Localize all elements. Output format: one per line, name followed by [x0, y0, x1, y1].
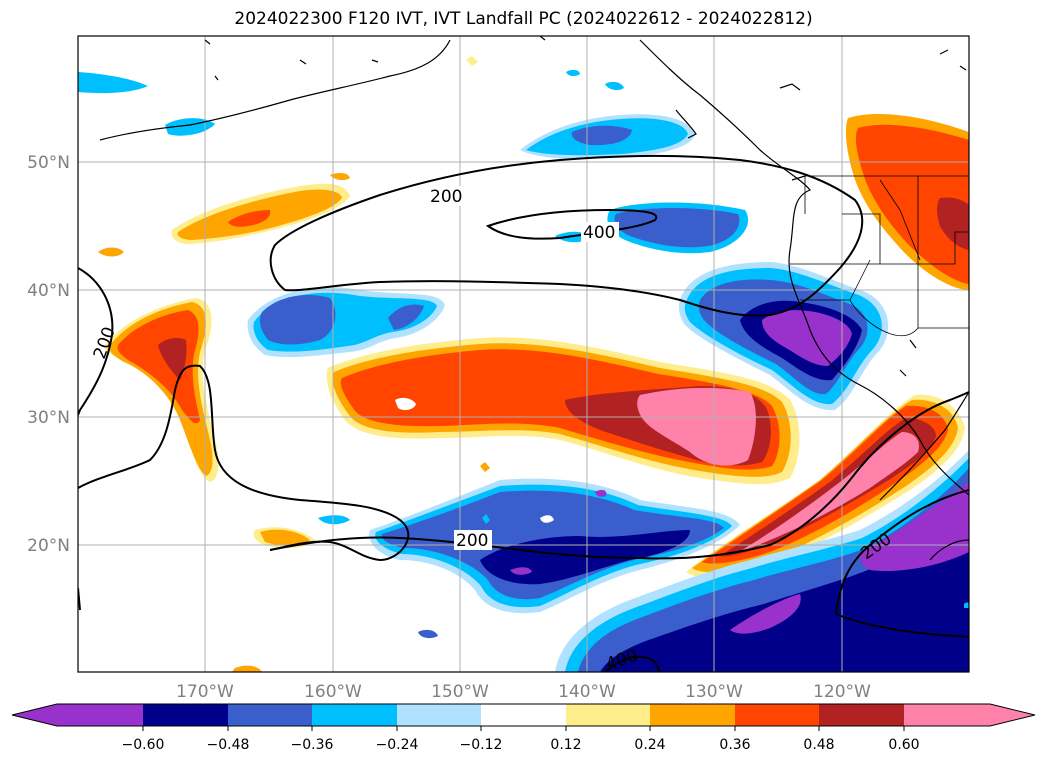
colorbar-segment: [228, 704, 312, 726]
ivt-contours: [78, 154, 969, 672]
colorbar-extend-low: [12, 704, 57, 726]
lat-label-50n: 50°N: [27, 153, 70, 173]
lat-label-20n: 20°N: [27, 536, 70, 556]
colorbar-tick-label: −0.36: [291, 737, 334, 753]
colorbar-tick-label: 0.24: [634, 737, 665, 753]
positive-anomaly-north-streak: [98, 173, 350, 257]
colorbar-segment: [650, 704, 735, 726]
colorbar-segment: [143, 704, 228, 726]
positive-anomaly-central-band: [326, 337, 800, 485]
lon-label-160w: 160°W: [304, 682, 362, 702]
negative-anomaly-west: [247, 287, 445, 358]
colorbar-extend-high: [990, 704, 1035, 726]
colorbar-segment: [312, 704, 397, 726]
colorbar-tick-label: 0.48: [803, 737, 834, 753]
colorbar-segment: [397, 704, 481, 726]
coastlines: [99, 36, 969, 561]
contour-label-200: 200: [456, 531, 488, 551]
contour-label-200: 200: [430, 187, 462, 207]
colorbar-segment: [566, 704, 650, 726]
political-borders: [790, 175, 969, 337]
colorbar-segment: [481, 704, 566, 726]
lat-label-40n: 40°N: [27, 281, 70, 301]
latitude-labels: 50°N 40°N 30°N 20°N: [27, 153, 70, 556]
colorbar: −0.60 −0.48 −0.36 −0.24 −0.12 0.12 0.24 …: [11, 703, 1036, 753]
colorbar-segment: [735, 704, 819, 726]
positive-anomaly-sw-plume: [686, 394, 965, 578]
negative-anomaly-southeast: [555, 450, 969, 672]
colorbar-tick-label: −0.24: [376, 737, 419, 753]
positive-anomaly-northwest-us: [845, 113, 969, 290]
lon-label-150w: 150°W: [431, 682, 489, 702]
colorbar-segment: [819, 704, 904, 726]
lon-label-120w: 120°W: [813, 682, 871, 702]
negative-anomaly-north: [78, 69, 749, 254]
colorbar-tick-label: −0.12: [460, 737, 503, 753]
lon-label-130w: 130°W: [685, 682, 743, 702]
graticule: [78, 36, 969, 672]
longitude-labels: 170°W 160°W 150°W 140°W 130°W 120°W: [176, 682, 871, 702]
colorbar-tick-label: 0.60: [888, 737, 919, 753]
colorbar-tick-label: 0.36: [719, 737, 750, 753]
colorbar-segment: [904, 704, 990, 726]
lat-label-30n: 30°N: [27, 408, 70, 428]
negative-anomaly-california: [678, 262, 889, 411]
map-title: 2024022300 F120 IVT, IVT Landfall PC (20…: [234, 9, 813, 29]
contour-label-400: 400: [583, 223, 615, 243]
colorbar-tick-label: −0.48: [207, 737, 250, 753]
lon-label-170w: 170°W: [176, 682, 234, 702]
colorbar-tick-label: 0.12: [550, 737, 581, 753]
plot-frame: [77, 35, 970, 673]
colorbar-tick-label: −0.60: [122, 737, 165, 753]
colorbar-segment: [57, 704, 143, 726]
lon-label-140w: 140°W: [558, 682, 616, 702]
positive-anomaly-west-plume: [104, 298, 219, 482]
map-plot-area: 200 400 200 200 200 400: [78, 36, 969, 672]
